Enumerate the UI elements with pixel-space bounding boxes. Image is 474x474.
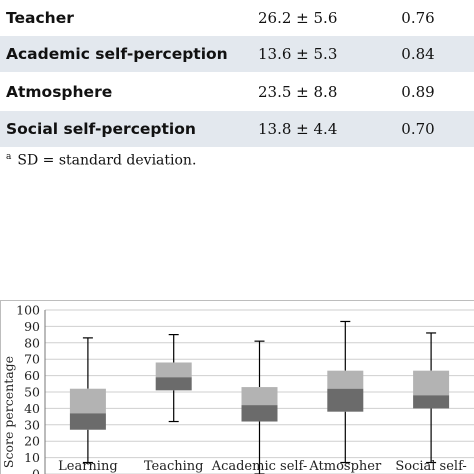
x-category-label: Teaching [144,459,204,474]
row-name: Social self-perception [6,120,196,138]
box-upper-quartile [241,387,278,406]
x-category-label: Social self- [395,459,466,474]
box-lower-quartile [327,388,364,412]
box-lower-quartile [155,377,192,391]
box-plot-chart: 0 10 20 30 40 50 60 70 80 90 100 Score percentage Le… [0,300,474,474]
table-footnote: a SD = standard deviation. [6,152,196,169]
row-mean-sd: 13.6 ± 5.3 [258,45,338,63]
y-tick-label: 10 [24,450,40,465]
row-name: Teacher [6,9,74,27]
row-reliability: 0.76 [401,9,435,27]
x-category-label: Academic self- [211,459,308,474]
box-upper-quartile [413,370,450,396]
x-category-label: Atmospher [308,459,382,474]
box-lower-quartile [241,405,278,422]
y-tick-label: 60 [24,368,40,383]
y-tick-label: 80 [24,335,40,350]
y-tick-label: 40 [24,401,40,416]
table-row: Atmosphere 23.5 ± 8.8 0.89 [0,74,474,110]
box-lower-quartile [69,413,106,430]
footnote-text: SD = standard deviation. [17,152,197,169]
box-upper-quartile [327,370,364,389]
row-reliability: 0.89 [401,83,435,101]
y-tick-label: 100 [16,303,40,318]
y-tick-label: 20 [24,434,40,449]
row-reliability: 0.84 [401,45,435,63]
y-tick-label: 90 [24,319,40,334]
row-name: Academic self-perception [6,45,228,63]
table-row: Teacher 26.2 ± 5.6 0.76 [0,0,474,36]
footnote-marker: a [6,152,12,162]
row-reliability: 0.70 [401,120,435,138]
x-category-label: Learning [58,459,118,474]
y-tick-label: 0 [32,467,40,474]
table-row: Social self-perception 13.8 ± 4.4 0.70 [0,111,474,147]
row-mean-sd: 13.8 ± 4.4 [258,120,338,138]
box-upper-quartile [69,388,106,414]
row-mean-sd: 26.2 ± 5.6 [258,9,338,27]
y-tick-label: 30 [24,417,40,432]
row-name: Atmosphere [6,83,113,101]
table-row: Academic self-perception 13.6 ± 5.3 0.84 [0,36,474,72]
box-upper-quartile [155,362,192,378]
y-axis-label: Score percentage [1,356,16,468]
row-mean-sd: 23.5 ± 8.8 [258,83,338,101]
y-tick-label: 50 [24,385,40,400]
box-lower-quartile [413,395,450,409]
y-tick-label: 70 [24,352,40,367]
